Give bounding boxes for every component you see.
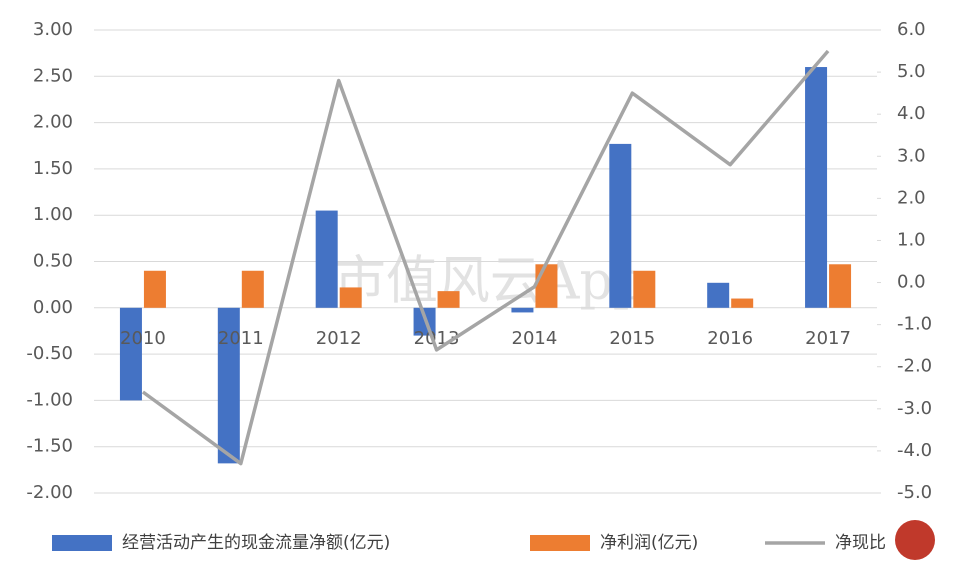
y-tick-label: 2.50	[33, 65, 73, 86]
bar	[217, 307, 240, 464]
y-tick-label: -2.00	[26, 482, 73, 503]
legend-swatch	[530, 535, 590, 551]
legend-label: 净现比	[835, 533, 886, 553]
y2-tick-label: 4.0	[897, 103, 926, 124]
legend-label: 净利润(亿元)	[600, 533, 698, 553]
watermark: 市值风云App	[334, 252, 646, 312]
bar	[805, 67, 828, 308]
bar	[315, 210, 338, 308]
y2-tick-label: 3.0	[897, 145, 926, 166]
y2-tick-label: 1.0	[897, 229, 926, 250]
x-tick-label: 2011	[218, 328, 264, 349]
bar	[829, 264, 852, 308]
bar	[609, 143, 632, 308]
legend-label: 经营活动产生的现金流量净额(亿元)	[122, 533, 390, 553]
y2-tick-label: -1.0	[897, 314, 932, 335]
y-tick-label: -1.00	[26, 389, 73, 410]
y2-tick-label: 0.0	[897, 272, 926, 293]
y2-tick-label: 6.0	[897, 19, 926, 40]
x-tick-label: 2010	[120, 328, 166, 349]
bar	[241, 270, 264, 308]
y2-tick-label: 2.0	[897, 187, 926, 208]
x-tick-label: 2015	[609, 328, 655, 349]
x-tick-label: 2014	[512, 328, 558, 349]
y-tick-label: 1.00	[33, 204, 73, 225]
bar	[143, 270, 166, 308]
bar	[437, 291, 460, 308]
bar	[731, 298, 754, 308]
y-tick-label: -1.50	[26, 436, 73, 457]
y2-tick-label: -4.0	[897, 440, 932, 461]
x-tick-label: 2017	[805, 328, 851, 349]
bar	[707, 282, 730, 308]
line	[141, 49, 830, 466]
logo	[895, 520, 935, 560]
y-tick-label: 0.00	[33, 297, 73, 318]
bar	[339, 287, 362, 308]
y-tick-label: 3.00	[33, 19, 73, 40]
y-tick-label: 0.50	[33, 251, 73, 272]
bar	[633, 270, 656, 308]
y2-tick-label: -2.0	[897, 356, 932, 377]
y2-tick-label: -3.0	[897, 398, 932, 419]
x-tick-label: 2016	[707, 328, 753, 349]
y-tick-label: -0.50	[26, 343, 73, 364]
legend-swatch	[52, 535, 112, 551]
y-tick-label: 1.50	[33, 158, 73, 179]
y-tick-label: 2.00	[33, 112, 73, 133]
x-tick-label: 2012	[316, 328, 362, 349]
bar	[535, 264, 558, 308]
y2-tick-label: -5.0	[897, 482, 932, 503]
y2-tick-label: 5.0	[897, 61, 926, 82]
bar	[511, 307, 534, 313]
bar	[119, 307, 142, 401]
